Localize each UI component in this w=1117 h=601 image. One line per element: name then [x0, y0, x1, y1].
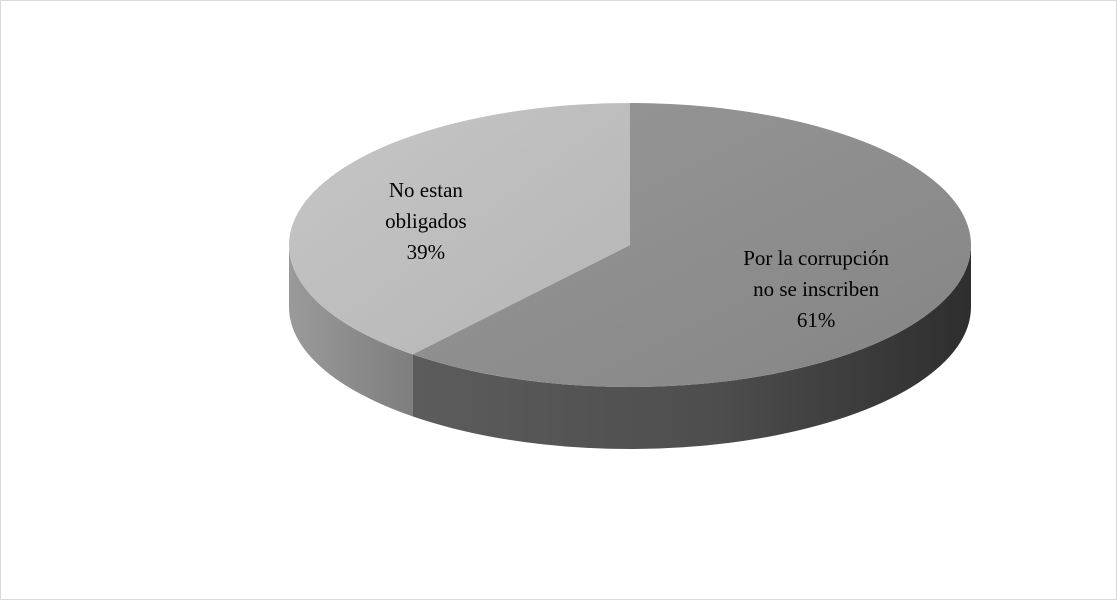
slice-category-label: Por la corrupción [743, 246, 889, 270]
slice-value-label: 61% [797, 308, 836, 332]
pie-slice-side-2 [289, 245, 413, 417]
slice-label-1: Por la corrupción no se inscriben 61% [743, 246, 889, 332]
slice-label-2: No estan obligados 39% [385, 178, 467, 264]
pie-slice-2 [289, 103, 630, 355]
slice-category-label: no se inscriben [753, 277, 879, 301]
slice-value-label: 39% [407, 240, 446, 264]
slice-category-label: No estan [389, 178, 464, 202]
pie-slice-side-1 [412, 245, 971, 449]
pie-slice-1 [412, 103, 972, 387]
slice-category-label: obligados [385, 209, 467, 233]
